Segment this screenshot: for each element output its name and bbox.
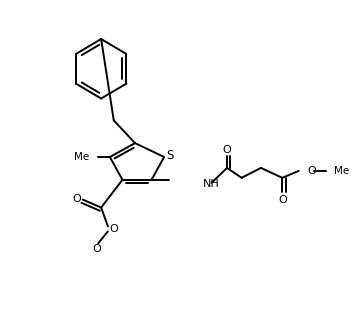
- Text: Me: Me: [334, 166, 349, 176]
- Text: Me: Me: [74, 152, 89, 162]
- Text: S: S: [166, 149, 174, 161]
- Text: O: O: [109, 225, 118, 234]
- Text: O: O: [73, 194, 81, 203]
- Text: O: O: [307, 166, 316, 176]
- Text: O: O: [92, 244, 101, 254]
- Text: O: O: [223, 145, 232, 155]
- Text: NH: NH: [203, 179, 220, 189]
- Text: O: O: [278, 195, 287, 205]
